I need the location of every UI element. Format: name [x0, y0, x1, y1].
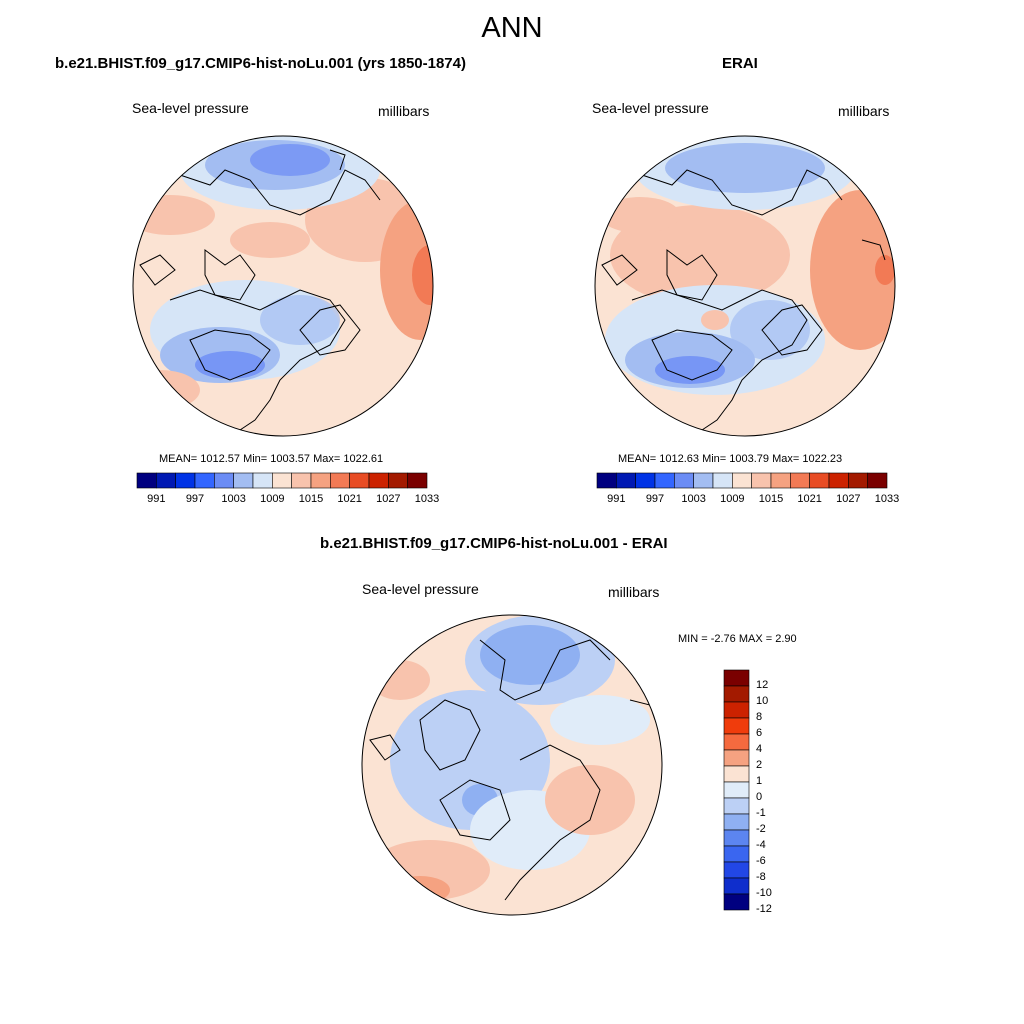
colorbar-swatch	[723, 797, 750, 815]
colorbar-swatch	[330, 472, 350, 489]
colorbar-swatch	[693, 472, 714, 489]
colorbar-tick-label: 0	[756, 791, 763, 803]
colorbar-swatch	[252, 472, 273, 489]
panel-3-units: millibars	[608, 584, 660, 600]
colorbar-swatch	[194, 472, 215, 489]
panel-1-map	[133, 136, 433, 436]
colorbar-swatch	[175, 472, 196, 489]
colorbar-tick-label: 1015	[298, 493, 324, 505]
colorbar-swatch	[723, 845, 750, 863]
colorbar-swatch	[723, 781, 750, 799]
colorbar-swatch	[310, 472, 331, 489]
colorbar-tick-label: 991	[147, 493, 166, 505]
colorbar-swatch	[723, 669, 750, 687]
colorbar-swatch	[732, 472, 752, 489]
panel-3-colorbar	[723, 669, 750, 911]
colorbar-tick-label: 4	[756, 743, 763, 755]
colorbar-tick-label: 991	[607, 493, 626, 505]
colorbar-swatch	[616, 472, 636, 489]
colorbar-swatch	[848, 472, 868, 489]
colorbar-swatch	[407, 472, 428, 489]
colorbar-tick-label: 8	[756, 711, 763, 723]
colorbar-swatch	[596, 472, 617, 489]
colorbar-swatch	[723, 717, 750, 735]
colorbar-swatch	[867, 472, 888, 489]
colorbar-swatch	[291, 472, 312, 489]
colorbar-swatch	[723, 893, 750, 911]
colorbar-swatch	[156, 472, 176, 489]
colorbar-swatch	[233, 472, 254, 489]
colorbar-tick-label: 1021	[337, 493, 362, 505]
colorbar-tick-label: 1	[756, 775, 763, 787]
colorbar-tick-label: 1027	[836, 493, 861, 505]
colorbar-tick-label: -12	[756, 903, 772, 915]
colorbar-swatch	[751, 472, 772, 489]
colorbar-swatch	[770, 472, 791, 489]
colorbar-swatch	[828, 472, 849, 489]
colorbar-swatch	[635, 472, 656, 489]
panel-1-variable: Sea-level pressure	[132, 100, 249, 116]
colorbar-swatch	[723, 813, 750, 831]
colorbar-swatch	[712, 472, 733, 489]
colorbar-swatch	[723, 749, 750, 767]
colorbar-tick-label: 1033	[874, 493, 900, 505]
colorbar-swatch	[723, 877, 750, 895]
page-title: ANN	[481, 12, 543, 44]
colorbar-swatch	[723, 765, 750, 783]
colorbar-tick-label: -8	[756, 871, 766, 883]
colorbar-tick-label: 1033	[414, 493, 440, 505]
panel-1-units: millibars	[378, 103, 430, 119]
colorbar-tick-label: 10	[756, 695, 769, 707]
colorbar-swatch	[809, 472, 830, 489]
colorbar-tick-label: 1015	[758, 493, 784, 505]
colorbar-swatch	[723, 701, 750, 719]
colorbar-tick-label: -1	[756, 807, 766, 819]
panel-1-colorbar	[136, 472, 428, 489]
colorbar-swatch	[214, 472, 234, 489]
colorbar-tick-label: -6	[756, 855, 766, 867]
colorbar-tick-label: -4	[756, 839, 766, 851]
panel-1-title: b.e21.BHIST.f09_g17.CMIP6-hist-noLu.001 …	[55, 55, 466, 72]
colorbar-tick-label: 1027	[376, 493, 401, 505]
panel-2-stats: MEAN= 1012.63 Min= 1003.79 Max= 1022.23	[618, 453, 843, 465]
colorbar-tick-label: 1009	[260, 493, 285, 505]
colorbar-tick-label: 997	[185, 493, 205, 505]
colorbar-swatch	[388, 472, 408, 489]
panel-3-title: b.e21.BHIST.f09_g17.CMIP6-hist-noLu.001 …	[320, 535, 668, 552]
colorbar-swatch	[674, 472, 694, 489]
colorbar-swatch	[136, 472, 157, 489]
panel-3-variable: Sea-level pressure	[362, 581, 479, 597]
colorbar-tick-label: 997	[645, 493, 665, 505]
panel-3-stats: MIN = -2.76 MAX = 2.90	[678, 633, 797, 645]
panel-2-map	[595, 136, 895, 436]
colorbar-swatch	[790, 472, 810, 489]
panel-1-stats: MEAN= 1012.57 Min= 1003.57 Max= 1022.61	[159, 453, 384, 465]
panel-2-variable: Sea-level pressure	[592, 100, 709, 116]
colorbar-swatch	[723, 829, 750, 847]
colorbar-swatch	[368, 472, 389, 489]
panel-2-units: millibars	[838, 103, 890, 119]
colorbar-tick-label: 1003	[681, 493, 706, 505]
colorbar-tick-label: 1021	[797, 493, 822, 505]
colorbar-swatch	[723, 733, 750, 751]
colorbar-swatch	[723, 685, 750, 703]
colorbar-swatch	[272, 472, 292, 489]
colorbar-tick-label: -10	[756, 887, 772, 899]
colorbar-swatch	[349, 472, 370, 489]
panel-2-colorbar	[596, 472, 888, 489]
panel-3-map	[362, 615, 662, 915]
colorbar-tick-label: -2	[756, 823, 766, 835]
panel-2-title: ERAI	[722, 55, 758, 72]
colorbar-tick-label: 12	[756, 679, 769, 691]
colorbar-tick-label: 6	[756, 727, 763, 739]
colorbar-tick-label: 1009	[720, 493, 745, 505]
colorbar-tick-label: 2	[756, 759, 763, 771]
colorbar-tick-label: 1003	[221, 493, 246, 505]
colorbar-swatch	[654, 472, 675, 489]
colorbar-swatch	[723, 861, 750, 879]
